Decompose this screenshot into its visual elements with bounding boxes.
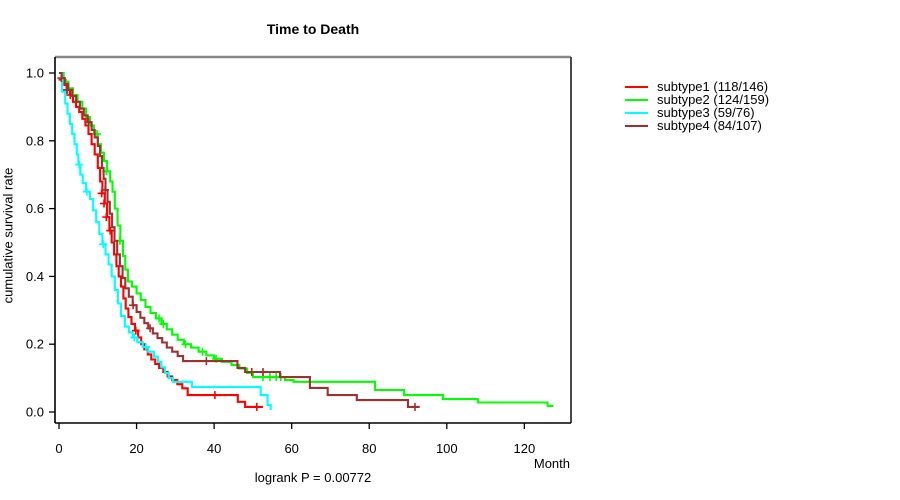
chart-title: Time to Death: [266, 21, 360, 37]
x-tick-label: 60: [284, 441, 298, 456]
legend-line-swatch-subtype2: [625, 98, 648, 101]
logrank-annotation: logrank P = 0.00772: [254, 470, 372, 485]
y-tick-label: 0.0: [26, 405, 44, 420]
legend-line-swatch-subtype4: [625, 124, 648, 127]
x-tick-label: 20: [129, 441, 143, 456]
legend-item-subtype2: subtype2 (124/159): [625, 93, 769, 106]
y-axis-label: cumulative survival rate: [0, 167, 16, 304]
legend-label-subtype2: subtype2 (124/159): [657, 92, 770, 107]
y-tick-label: 0.6: [26, 201, 44, 216]
legend: subtype1 (118/146) subtype2 (124/159) su…: [625, 80, 769, 132]
legend-label-subtype4: subtype4 (84/107): [657, 118, 762, 133]
y-tick-label: 0.2: [26, 337, 44, 352]
x-tick-label: 0: [55, 441, 62, 456]
legend-label-subtype1: subtype1 (118/146): [657, 79, 769, 94]
legend-label-subtype3: subtype3 (59/76): [657, 105, 755, 120]
legend-item-subtype4: subtype4 (84/107): [625, 119, 769, 132]
x-tick-label: 80: [362, 441, 376, 456]
legend-line-swatch-subtype1: [625, 85, 648, 88]
legend-line-swatch-subtype3: [625, 111, 648, 114]
y-tick-label: 0.8: [26, 133, 44, 148]
x-tick-label: 40: [207, 441, 221, 456]
x-tick-label: 120: [514, 441, 536, 456]
curve-subtype3: [59, 71, 272, 410]
legend-item-subtype1: subtype1 (118/146): [625, 80, 769, 93]
x-tick-label: 100: [436, 441, 458, 456]
legend-item-subtype3: subtype3 (59/76): [625, 106, 769, 119]
x-axis-label: Month: [533, 456, 570, 471]
curve-subtype4: [59, 71, 420, 408]
y-tick-label: 0.4: [26, 269, 44, 284]
curve-subtype2: [59, 71, 554, 407]
y-tick-label: 1.0: [26, 66, 44, 81]
